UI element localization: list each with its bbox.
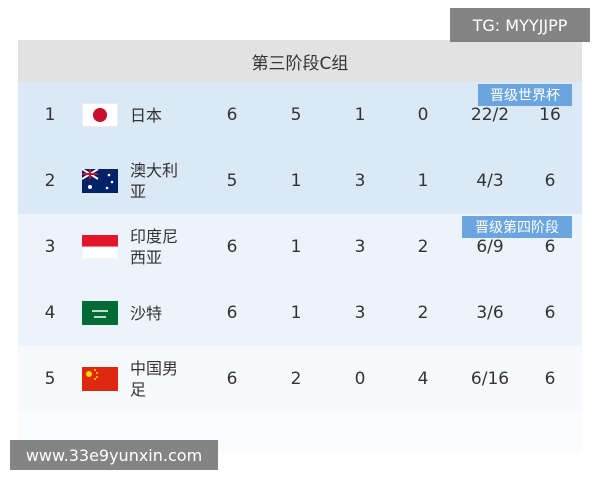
lost: 2: [417, 237, 429, 257]
points: 16: [539, 105, 561, 125]
rank: 5: [44, 369, 56, 389]
table-row: 5 中国男足 6 2 0 4 6/16 6: [18, 346, 582, 412]
points: 6: [544, 237, 556, 257]
lost: 1: [417, 171, 429, 191]
played: 6: [226, 105, 238, 125]
watermark: TG: MYYJJPP: [450, 8, 590, 42]
goals: 3/6: [476, 303, 504, 323]
lost: 4: [417, 369, 429, 389]
won: 2: [290, 369, 302, 389]
flag-japan: [82, 103, 118, 127]
lost: 2: [417, 303, 429, 323]
team: 日本: [130, 105, 163, 125]
goals: 6/9: [476, 237, 504, 257]
rank: 2: [44, 171, 56, 191]
table-title: 第三阶段C组: [18, 40, 582, 82]
won: 1: [290, 171, 302, 191]
played: 6: [226, 303, 238, 323]
team: 沙特: [130, 303, 163, 323]
watermark: www.33e9yunxin.com: [10, 440, 218, 470]
flag-saudi: [82, 301, 118, 325]
drawn: 3: [354, 237, 366, 257]
rank: 3: [44, 237, 56, 257]
rank: 4: [44, 303, 56, 323]
points: 6: [544, 171, 556, 191]
badge: 晋级第四阶段: [462, 216, 572, 238]
badge: 晋级世界杯: [478, 84, 572, 106]
won: 5: [290, 105, 302, 125]
goals: 22/2: [470, 105, 510, 125]
flag-indonesia: [82, 235, 118, 259]
drawn: 0: [354, 369, 366, 389]
played: 6: [226, 369, 238, 389]
drawn: 3: [354, 303, 366, 323]
played: 6: [226, 237, 238, 257]
lost: 0: [417, 105, 429, 125]
played: 5: [226, 171, 238, 191]
team: 中国男足: [130, 359, 179, 399]
won: 1: [290, 237, 302, 257]
points: 6: [544, 369, 556, 389]
goals: 4/3: [476, 171, 504, 191]
goals: 6/16: [470, 369, 510, 389]
team: 印度尼西亚: [130, 227, 179, 267]
flag-china: [82, 367, 118, 391]
drawn: 1: [354, 105, 366, 125]
drawn: 3: [354, 171, 366, 191]
team: 澳大利亚: [130, 161, 179, 201]
rank: 1: [44, 105, 56, 125]
points: 6: [544, 303, 556, 323]
won: 1: [290, 303, 302, 323]
flag-australia: [82, 169, 118, 193]
